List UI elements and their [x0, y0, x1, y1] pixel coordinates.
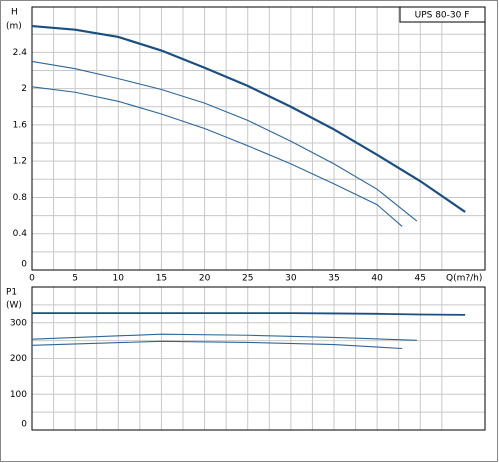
- x-tick-label: 40: [371, 274, 383, 284]
- curve: [31, 340, 403, 350]
- x-tick-label: 20: [199, 274, 211, 284]
- x-tick-label: 10: [113, 274, 125, 284]
- h-axis-label: H: [11, 8, 18, 18]
- x-tick-label: 25: [242, 274, 253, 284]
- y-tick-label: 0: [21, 260, 27, 270]
- p1-axis-label: P1: [6, 288, 17, 298]
- curve: [31, 333, 417, 341]
- curve: [31, 24, 466, 213]
- plot-frame: [31, 286, 486, 431]
- x-axis-label: Q(m?/h): [446, 274, 482, 284]
- curve: [31, 86, 403, 227]
- y-tick-label: 2: [21, 84, 27, 94]
- y-tick-label: 0.8: [13, 193, 28, 203]
- x-tick-label: 45: [415, 274, 426, 284]
- y-tick-label: 0.4: [13, 229, 28, 239]
- y-tick-label: 0: [21, 420, 27, 430]
- x-tick-label: 5: [72, 274, 78, 284]
- y-tick-label: 300: [10, 318, 27, 328]
- x-tick-label: 35: [328, 274, 339, 284]
- y-tick-label: 1.2: [13, 157, 27, 167]
- legend-box: [399, 6, 486, 23]
- legend-text: UPS 80-30 F: [415, 11, 470, 21]
- y-tick-label: 100: [10, 390, 27, 400]
- x-tick-label: 15: [156, 274, 167, 284]
- x-tick-label: 30: [285, 274, 297, 284]
- p1-axis-unit: (W): [6, 301, 22, 311]
- x-tick-label: 0: [29, 274, 35, 284]
- plot-frame: [31, 6, 486, 271]
- curve: [32, 312, 466, 316]
- y-tick-label: 1.6: [13, 120, 28, 130]
- y-tick-label: 200: [10, 354, 27, 364]
- curve: [31, 60, 418, 222]
- y-tick-label: 2.4: [13, 48, 28, 58]
- h-axis-unit: (m): [6, 22, 22, 32]
